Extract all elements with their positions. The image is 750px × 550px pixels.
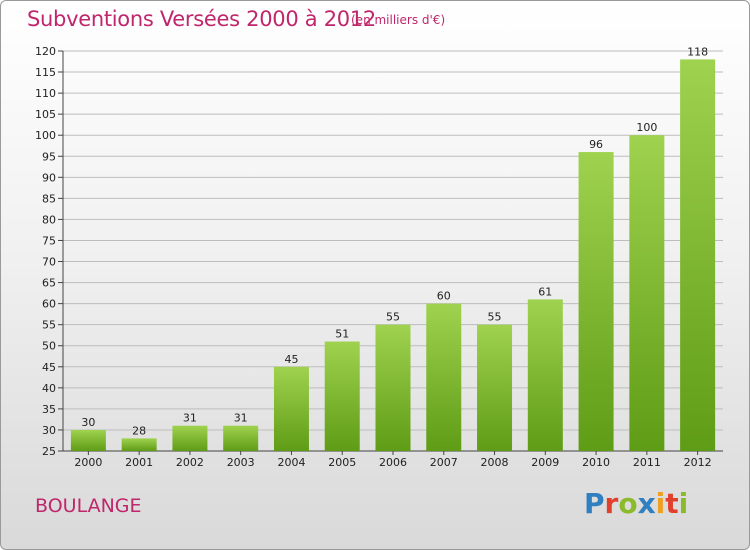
data-label: 30 xyxy=(81,416,95,429)
data-label: 55 xyxy=(386,311,400,324)
y-tick-label: 45 xyxy=(42,361,56,374)
unit-note: (en milliers d'€) xyxy=(351,13,446,27)
y-tick-label: 105 xyxy=(35,108,56,121)
commune-name: BOULANGE xyxy=(35,495,142,517)
proxiti-logo: Proxiti xyxy=(584,487,688,520)
data-label: 51 xyxy=(335,328,349,341)
y-tick-label: 70 xyxy=(42,256,56,269)
bar xyxy=(70,429,106,451)
y-tick-label: 40 xyxy=(42,382,56,395)
data-label: 31 xyxy=(234,412,248,425)
y-tick-label: 30 xyxy=(42,424,56,437)
y-tick-label: 95 xyxy=(42,150,56,163)
x-tick-label: 2003 xyxy=(227,456,255,469)
y-tick-label: 85 xyxy=(42,192,56,205)
y-tick-label: 35 xyxy=(42,403,56,416)
data-label: 100 xyxy=(636,121,657,134)
y-tick-label: 25 xyxy=(42,445,56,458)
data-label: 118 xyxy=(687,45,708,58)
y-tick-label: 60 xyxy=(42,298,56,311)
y-tick-label: 100 xyxy=(35,129,56,142)
logo-letter: i xyxy=(678,487,689,520)
data-label: 31 xyxy=(183,412,197,425)
data-label: 28 xyxy=(132,424,146,437)
chart-title: Subventions Versées 2000 à 2012 xyxy=(27,7,376,31)
bar xyxy=(273,366,309,451)
logo-letter: i xyxy=(655,487,666,520)
logo-letter: P xyxy=(584,487,605,520)
bar xyxy=(680,59,716,451)
bar xyxy=(527,299,563,451)
bar xyxy=(477,324,513,451)
data-label: 45 xyxy=(284,353,298,366)
y-tick-label: 115 xyxy=(35,66,56,79)
x-tick-label: 2001 xyxy=(125,456,153,469)
x-tick-label: 2008 xyxy=(481,456,509,469)
logo-letter: r xyxy=(604,487,619,520)
y-tick-label: 65 xyxy=(42,277,56,290)
y-tick-label: 120 xyxy=(35,45,56,58)
bar xyxy=(629,135,665,452)
x-tick-label: 2000 xyxy=(74,456,102,469)
bar xyxy=(121,438,157,451)
x-tick-label: 2006 xyxy=(379,456,407,469)
y-tick-label: 90 xyxy=(42,171,56,184)
logo-letter: x xyxy=(637,487,656,520)
logo-letter: t xyxy=(665,487,679,520)
x-tick-label: 2002 xyxy=(176,456,204,469)
x-tick-label: 2004 xyxy=(277,456,305,469)
y-tick-label: 110 xyxy=(35,87,56,100)
data-label: 96 xyxy=(589,138,603,151)
x-tick-label: 2009 xyxy=(531,456,559,469)
y-tick-label: 75 xyxy=(42,234,56,247)
x-tick-label: 2011 xyxy=(633,456,661,469)
bar xyxy=(223,425,259,451)
bar xyxy=(375,324,411,451)
y-tick-label: 80 xyxy=(42,213,56,226)
bar xyxy=(426,303,462,451)
data-label: 55 xyxy=(488,311,502,324)
bar xyxy=(578,152,614,452)
bar xyxy=(324,341,360,451)
y-tick-label: 50 xyxy=(42,340,56,353)
x-tick-label: 2007 xyxy=(430,456,458,469)
y-tick-label: 55 xyxy=(42,319,56,332)
logo-letter: o xyxy=(618,487,638,520)
data-label: 61 xyxy=(538,285,552,298)
data-label: 60 xyxy=(437,290,451,303)
bar xyxy=(172,425,208,451)
x-tick-label: 2005 xyxy=(328,456,356,469)
x-tick-label: 2012 xyxy=(684,456,712,469)
x-tick-label: 2010 xyxy=(582,456,610,469)
